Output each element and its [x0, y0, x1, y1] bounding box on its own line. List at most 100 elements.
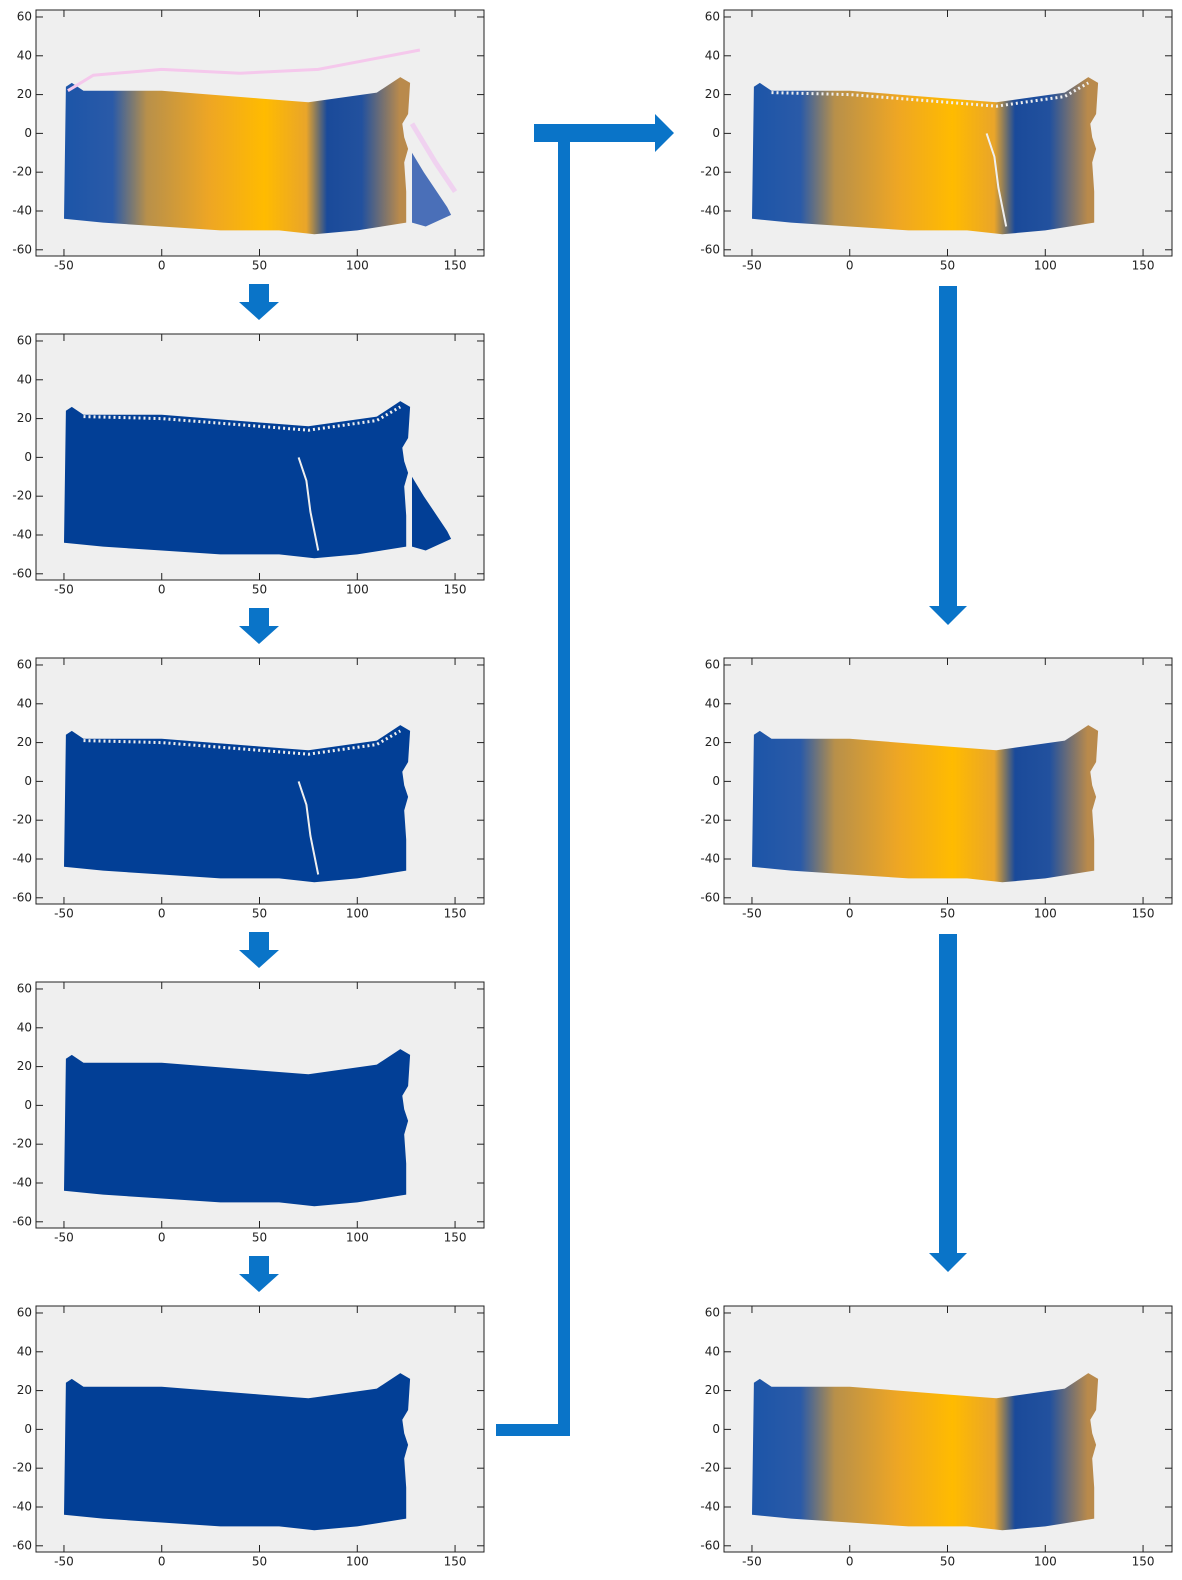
x-tick-label: 100 [346, 907, 369, 921]
x-tick-label: 100 [1034, 907, 1057, 921]
y-tick-label: -20 [12, 1137, 32, 1151]
x-tick-label: 100 [1034, 259, 1057, 273]
y-tick-label: -20 [12, 813, 32, 827]
x-tick-label: -50 [54, 259, 74, 273]
x-tick-label: 150 [444, 1555, 467, 1569]
point-cloud [64, 725, 410, 882]
y-tick-label: 0 [24, 126, 32, 140]
y-tick-label: -60 [12, 890, 32, 904]
x-tick-label: 150 [1132, 907, 1155, 921]
point-cloud [64, 1373, 410, 1530]
y-tick-label: -20 [700, 165, 720, 179]
x-tick-label: 100 [346, 583, 369, 597]
y-tick-label: 20 [17, 411, 32, 425]
y-tick-label: 0 [712, 774, 720, 788]
x-tick-label: 50 [940, 907, 955, 921]
y-tick-label: -60 [12, 1538, 32, 1552]
x-tick-label: -50 [54, 583, 74, 597]
x-tick-label: -50 [742, 1555, 762, 1569]
x-tick-label: 150 [444, 907, 467, 921]
y-tick-label: 0 [24, 774, 32, 788]
y-tick-label: 20 [17, 1383, 32, 1397]
point-cloud [64, 1049, 410, 1206]
y-tick-label: -60 [700, 890, 720, 904]
y-tick-label: 40 [17, 1344, 32, 1358]
x-tick-label: 0 [846, 259, 854, 273]
y-tick-label: 40 [17, 1020, 32, 1034]
x-tick-label: 50 [252, 1231, 267, 1245]
y-tick-label: 60 [17, 657, 32, 671]
y-tick-label: -20 [12, 165, 32, 179]
y-tick-label: 0 [712, 126, 720, 140]
y-tick-label: -40 [12, 1175, 32, 1189]
y-tick-label: 20 [17, 1059, 32, 1073]
x-tick-label: 0 [158, 1555, 166, 1569]
x-tick-label: 50 [252, 583, 267, 597]
x-tick-label: 100 [346, 259, 369, 273]
y-tick-label: 0 [24, 450, 32, 464]
y-tick-label: 20 [705, 87, 720, 101]
y-tick-label: 0 [712, 1422, 720, 1436]
x-tick-label: 50 [252, 259, 267, 273]
y-tick-label: -40 [12, 851, 32, 865]
y-tick-label: -40 [700, 203, 720, 217]
y-tick-label: -40 [12, 527, 32, 541]
x-tick-label: -50 [742, 259, 762, 273]
x-tick-label: 0 [158, 259, 166, 273]
x-tick-label: 0 [846, 1555, 854, 1569]
y-tick-label: 40 [17, 696, 32, 710]
x-tick-label: 50 [940, 259, 955, 273]
y-tick-label: 0 [24, 1422, 32, 1436]
y-tick-label: -40 [700, 1499, 720, 1513]
x-tick-label: 150 [1132, 1555, 1155, 1569]
point-cloud [752, 1373, 1098, 1530]
point-cloud [64, 401, 410, 558]
y-tick-label: -40 [12, 203, 32, 217]
x-tick-label: 150 [1132, 259, 1155, 273]
y-tick-label: 0 [24, 1098, 32, 1112]
x-tick-label: -50 [54, 1231, 74, 1245]
point-cloud [64, 77, 410, 234]
y-tick-label: 60 [17, 1305, 32, 1319]
y-tick-label: 60 [17, 981, 32, 995]
y-tick-label: -20 [700, 1461, 720, 1475]
y-tick-label: -40 [12, 1499, 32, 1513]
y-tick-label: 20 [705, 1383, 720, 1397]
x-tick-label: 0 [158, 1231, 166, 1245]
x-tick-label: 50 [940, 1555, 955, 1569]
x-tick-label: 100 [346, 1231, 369, 1245]
y-tick-label: 60 [705, 9, 720, 23]
y-tick-label: 20 [17, 735, 32, 749]
y-tick-label: 40 [705, 696, 720, 710]
y-tick-label: -60 [700, 1538, 720, 1552]
x-tick-label: 0 [846, 907, 854, 921]
x-tick-label: 150 [444, 583, 467, 597]
y-tick-label: -20 [12, 1461, 32, 1475]
y-tick-label: -20 [700, 813, 720, 827]
x-tick-label: -50 [54, 907, 74, 921]
y-tick-label: -20 [12, 489, 32, 503]
point-cloud [752, 77, 1098, 234]
page: -50 0 50 100 150 60 40 20 0 -20 -40 -60 -50 0 50 100 150… [0, 0, 1182, 1580]
x-tick-label: 0 [158, 583, 166, 597]
x-tick-label: -50 [54, 1555, 74, 1569]
figure: -50 0 50 100 150 60 40 20 0 -20 -40 -60 -50 0 50 100 150… [0, 0, 1182, 1580]
y-tick-label: 20 [17, 87, 32, 101]
x-tick-label: 150 [444, 259, 467, 273]
y-tick-label: -60 [700, 242, 720, 256]
y-tick-label: -60 [12, 566, 32, 580]
x-tick-label: 100 [346, 1555, 369, 1569]
y-tick-label: -60 [12, 1214, 32, 1228]
x-tick-label: 0 [158, 907, 166, 921]
y-tick-label: 60 [17, 333, 32, 347]
y-tick-label: -60 [12, 242, 32, 256]
y-tick-label: 60 [17, 9, 32, 23]
